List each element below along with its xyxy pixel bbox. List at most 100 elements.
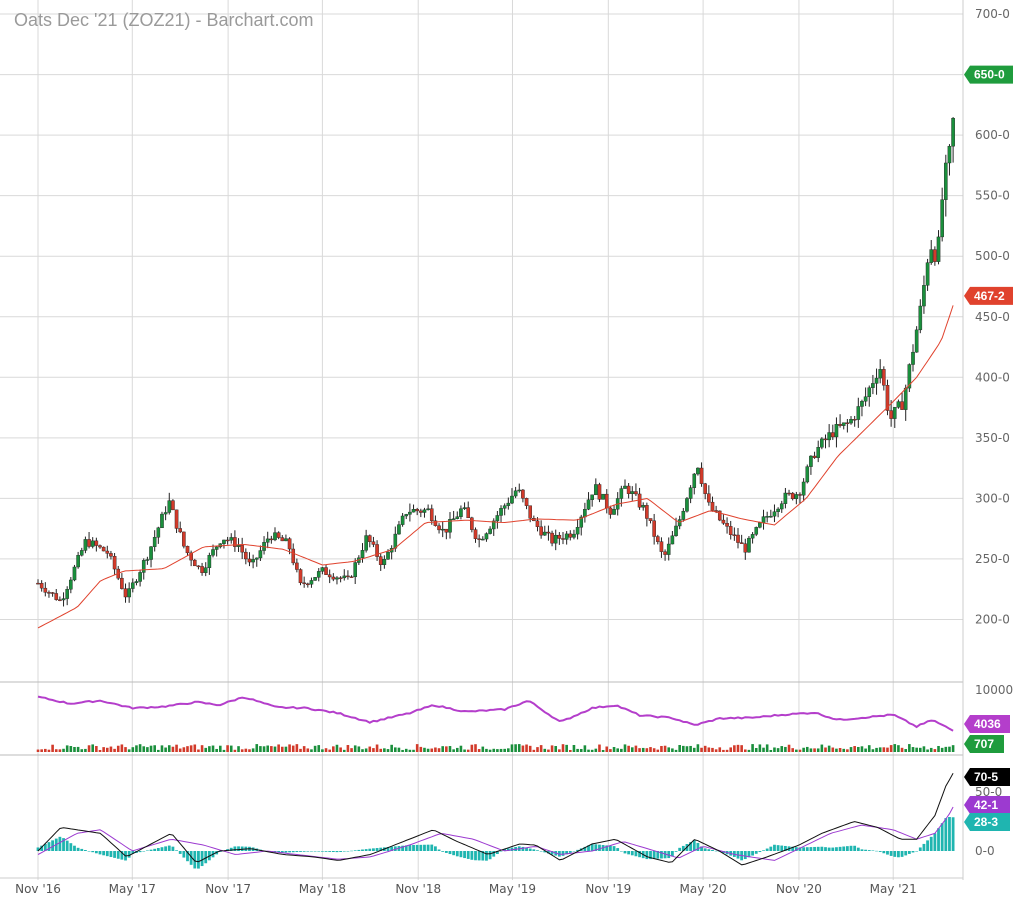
volume-bar [634,745,638,752]
candle-body [422,509,427,513]
volume-bar [208,746,211,752]
candle-body [681,510,686,520]
candle-body [798,494,802,496]
macd-histogram-bar [561,851,565,856]
volume-bar [353,745,357,752]
macd-histogram-bar [532,849,536,851]
candle-body [273,532,277,541]
macd-histogram-bar [393,846,397,851]
macd-histogram-bar [189,851,193,865]
price-tick-label: 600-0 [975,128,1010,142]
volume-bar [565,744,568,752]
macd-histogram-bar [944,818,948,851]
candle-body [594,484,598,496]
macd-histogram-bar [667,851,671,859]
candle-body [878,369,882,379]
volume-bar [878,747,882,752]
candle-body [50,592,55,594]
macd-histogram-bar [827,847,831,851]
candle-body [258,550,263,559]
macd-histogram-bar [463,851,466,859]
candle-body [415,509,419,512]
candle-body [276,532,281,538]
macd-histogram-bar [240,846,244,851]
candle-body [885,385,890,411]
macd-histogram-bar [918,847,922,851]
macd-histogram-bar [175,850,178,851]
volume-bar [616,748,619,752]
candle-body [43,587,48,593]
candle-body [601,493,605,500]
macd-histogram-bar [98,851,102,855]
macd-histogram-bar [831,847,835,851]
volume-bar [299,748,302,752]
macd-histogram-bar [634,851,638,857]
macd-histogram-bar [816,846,820,851]
volume-bar [641,747,645,752]
volume-bar [54,749,58,752]
time-tick-label: May '18 [299,882,346,896]
macd-histogram-bar [525,847,528,851]
volume-bar [926,749,929,752]
volume-bar [824,747,827,752]
volume-bar [350,748,353,752]
volume-bar [889,745,893,752]
volume-bar [244,748,248,752]
macd-histogram-bar [91,851,95,853]
candle-body [699,467,704,484]
candle-body [707,493,711,503]
volume-bar [656,749,660,752]
volume-bar [951,745,955,752]
macd-histogram-bar [820,846,824,851]
volume-bar [262,746,266,752]
volume-bar [47,749,51,752]
macd-histogram-bar [889,851,893,856]
macd-histogram-bar [743,851,747,860]
candle-body [134,581,139,584]
candle-body [87,539,91,547]
candle-body [94,540,99,546]
macd-histogram-bar [940,823,944,851]
candle-body [189,552,193,561]
macd-histogram-bar [80,848,84,851]
candle-body [386,551,390,560]
macd-histogram-bar [295,851,299,853]
candle-body [947,145,952,164]
macd-histogram-bar [426,844,430,851]
volume-bar [219,745,222,752]
macd-histogram-bar [415,844,419,851]
macd-histogram-bar [798,847,802,851]
macd-histogram-bar [499,851,503,852]
macd-histogram-bar [663,851,667,859]
candle-body [371,541,376,545]
candle-body [182,531,186,547]
candle-body [725,523,729,527]
volume-bar [525,744,528,752]
candle-body [488,528,492,534]
macd-histogram-bar [105,851,109,857]
volume-bar [517,744,521,752]
volume-bar [153,745,156,752]
volume-bar [481,746,485,752]
candle-body [76,555,80,568]
candle-body [101,546,106,552]
macd-histogram-bar [474,851,477,861]
macd-histogram-bar [681,845,685,851]
volume-bar [131,747,135,752]
macd-histogram-bar [835,847,838,851]
candle-body [951,117,955,147]
volume-bar [441,746,444,752]
volume-bar [270,746,273,752]
macd-histogram-bar [926,840,929,851]
candle-body [502,505,507,509]
macd-histogram-bar [320,851,324,852]
volume-bar [488,749,492,752]
macd-histogram-bar [109,851,113,858]
candle-body [400,515,405,525]
candle-body [244,551,248,560]
macd-histogram-bar [692,840,696,851]
macd-histogram-bar [711,850,714,851]
candle-body [575,527,580,535]
candle-body [426,508,430,510]
